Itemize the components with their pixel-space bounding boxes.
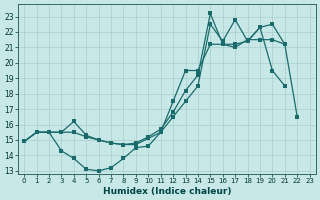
X-axis label: Humidex (Indice chaleur): Humidex (Indice chaleur) xyxy=(103,187,231,196)
